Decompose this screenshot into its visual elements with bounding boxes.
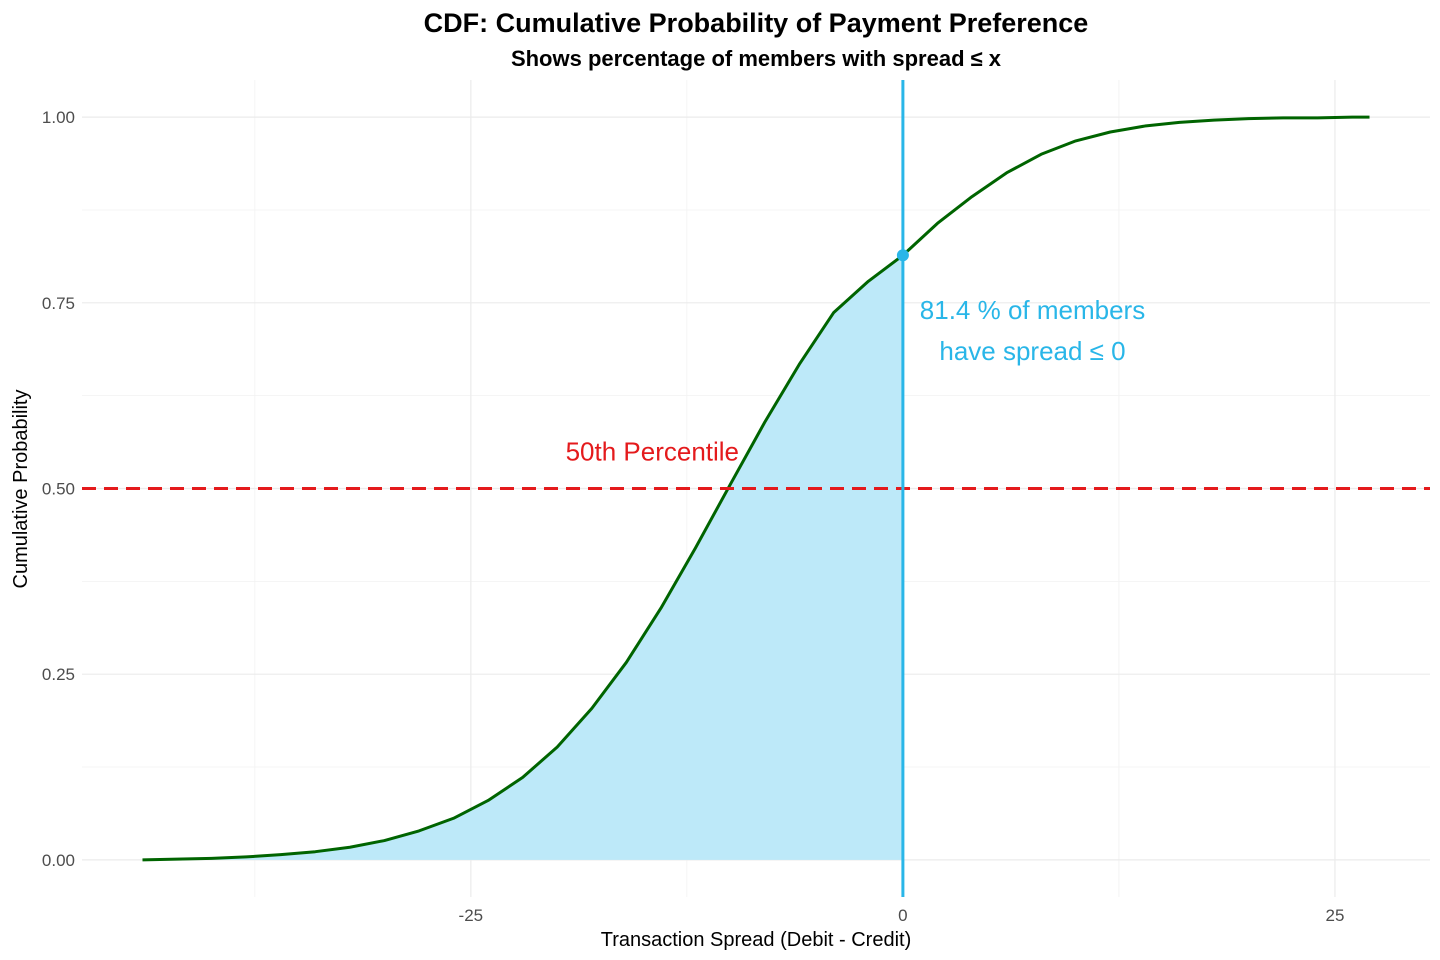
y-tick-label: 1.00 bbox=[42, 108, 75, 127]
chart-subtitle: Shows percentage of members with spread … bbox=[511, 46, 1002, 71]
cdf-line bbox=[142, 115, 1370, 862]
series-group bbox=[142, 115, 1370, 862]
y-tick-label: 0.00 bbox=[42, 851, 75, 870]
median-label: 50th Percentile bbox=[566, 437, 739, 467]
x-tick-label: 0 bbox=[898, 906, 907, 925]
annotations-group: 50th Percentile 81.4 % of members have spr… bbox=[82, 80, 1430, 897]
threshold-label-line1: 81.4 % of members bbox=[920, 295, 1145, 325]
y-axis-title: Cumulative Probability bbox=[10, 390, 32, 589]
threshold-point bbox=[896, 249, 909, 262]
chart-title: CDF: Cumulative Probability of Payment P… bbox=[424, 8, 1089, 38]
shaded-area-group bbox=[142, 255, 903, 860]
y-tick-label: 0.50 bbox=[42, 480, 75, 499]
x-tick-label: 25 bbox=[1325, 906, 1344, 925]
y-tick-label: 0.75 bbox=[42, 294, 75, 313]
y-tick-label: 0.25 bbox=[42, 665, 75, 684]
threshold-label-line2: have spread ≤ 0 bbox=[939, 336, 1125, 366]
x-tick-label: -25 bbox=[459, 906, 484, 925]
shaded-area bbox=[142, 255, 903, 860]
x-axis-title: Transaction Spread (Debit - Credit) bbox=[601, 929, 912, 951]
tick-labels: -25 0 25 0.00 0.25 0.50 0.75 1.00 bbox=[42, 108, 1345, 925]
